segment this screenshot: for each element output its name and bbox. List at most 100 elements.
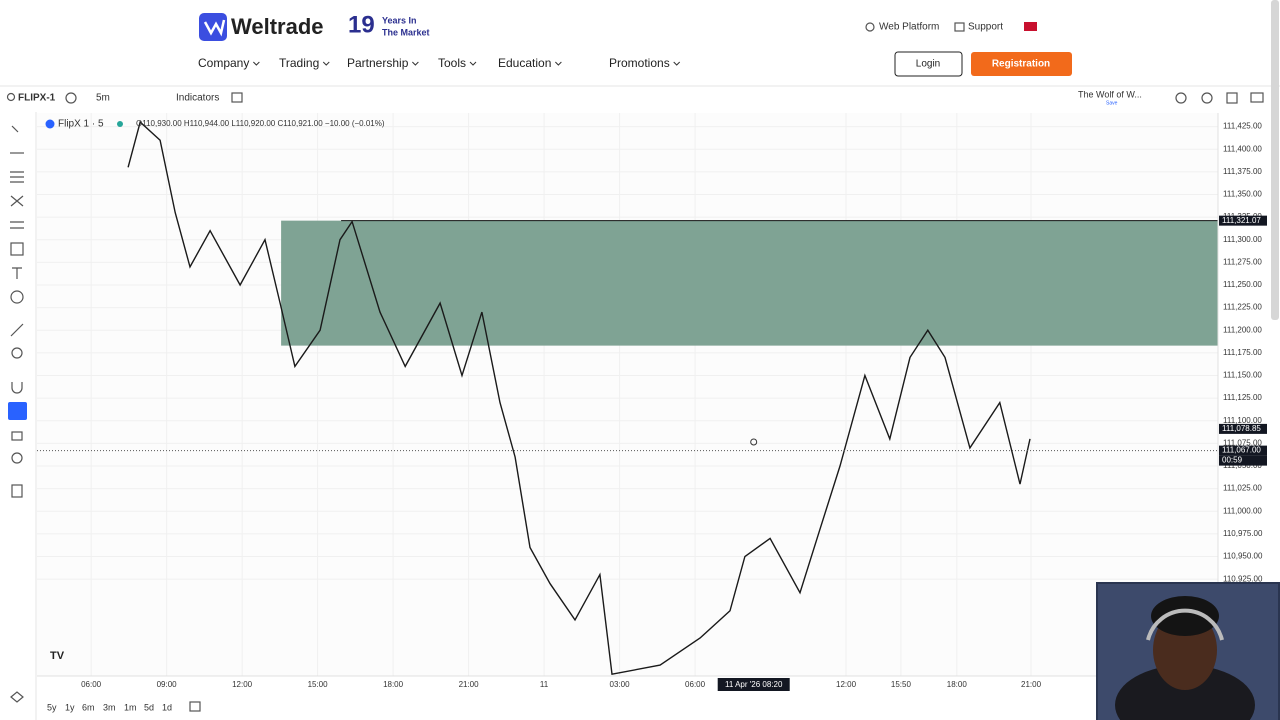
layouts-icon[interactable] xyxy=(231,92,243,103)
forecast-tool[interactable] xyxy=(10,221,24,229)
countdown-label: 00:59 xyxy=(1222,456,1243,465)
chart-pane xyxy=(37,113,1218,676)
headphones xyxy=(1146,608,1224,641)
nav-item[interactable]: Partnership xyxy=(347,56,409,70)
x-tick-label: 18:00 xyxy=(383,680,404,689)
search-icon xyxy=(6,92,16,102)
main-nav: Company Trading Partnership Tools Education P… xyxy=(198,56,681,70)
nav-item[interactable]: Trading xyxy=(279,56,319,70)
object-tree[interactable] xyxy=(10,691,24,703)
settings-icon[interactable] xyxy=(1201,92,1213,104)
range-button[interactable]: 3m xyxy=(103,702,116,712)
y-tick-label: 111,375.00 xyxy=(1223,167,1262,176)
drawing-toolbar xyxy=(8,125,27,703)
y-tick-label: 111,100.00 xyxy=(1223,416,1262,425)
y-tick-label: 111,025.00 xyxy=(1223,484,1262,493)
price-badge xyxy=(1219,423,1267,434)
range-button[interactable]: 5y xyxy=(47,702,57,712)
y-tick-label: 111,225.00 xyxy=(1223,303,1262,312)
stay-drawing-tool[interactable] xyxy=(8,402,27,420)
x-tick-label: 12:00 xyxy=(836,680,857,689)
search-icon[interactable] xyxy=(1175,92,1187,104)
x-tick-label: 18:00 xyxy=(947,680,968,689)
nav-chevron xyxy=(555,61,562,66)
countdown-badge xyxy=(1219,455,1267,466)
fullscreen-icon[interactable] xyxy=(1226,92,1238,104)
lock-tool[interactable] xyxy=(11,431,23,441)
y-tick-label: 111,075.00 xyxy=(1223,438,1262,447)
flag-icon[interactable] xyxy=(1024,22,1037,31)
indicators-button[interactable]: Indicators xyxy=(176,93,219,104)
x-tick-label: 06:00 xyxy=(685,680,706,689)
years-number: 19 xyxy=(348,11,375,38)
scrollbar[interactable] xyxy=(1271,0,1279,320)
nav-chevron xyxy=(673,61,681,66)
plot xyxy=(37,120,1218,676)
crosshair-badge xyxy=(717,678,790,691)
delete-tool[interactable] xyxy=(11,484,23,498)
y-tick-label: 111,425.00 xyxy=(1223,122,1262,131)
compare-icon[interactable] xyxy=(65,92,77,104)
nav-chevron xyxy=(469,61,477,66)
nav-item[interactable]: Promotions xyxy=(609,56,670,70)
emoji-tool[interactable] xyxy=(10,290,24,304)
symbol-button[interactable]: FLIPX-1 xyxy=(18,93,56,104)
y-tick-label: 111,000.00 xyxy=(1223,506,1262,515)
crosshair-cursor xyxy=(750,438,758,446)
range-button[interactable]: 1y xyxy=(65,702,75,712)
zoom-tool[interactable] xyxy=(11,347,23,359)
y-tick-label: 111,250.00 xyxy=(1223,280,1262,289)
range-bar: 5y 1y 6m 3m 1m 5d 1d xyxy=(47,702,172,712)
pattern-tool[interactable] xyxy=(10,195,24,207)
nav-chevron xyxy=(253,61,260,66)
shape-tool[interactable] xyxy=(10,242,24,256)
login-label: Login xyxy=(916,59,940,70)
layout-name[interactable]: The Wolf of W... xyxy=(1078,89,1142,99)
y-tick-label: 111,125.00 xyxy=(1223,393,1262,402)
register-button[interactable] xyxy=(971,52,1072,76)
cursor-tool[interactable] xyxy=(11,125,19,133)
magnet-tool[interactable] xyxy=(11,382,23,394)
text-tool[interactable] xyxy=(12,267,22,279)
person-hair xyxy=(1151,596,1219,636)
y-tick-label: 111,400.00 xyxy=(1223,144,1262,153)
fib-tool[interactable] xyxy=(10,171,24,183)
range-button[interactable]: 5d xyxy=(144,702,154,712)
nav-item[interactable]: Tools xyxy=(438,56,466,70)
y-tick-label: 111,350.00 xyxy=(1223,190,1262,199)
range-button[interactable]: 1d xyxy=(162,702,172,712)
y-tick-label: 110,925.00 xyxy=(1223,574,1263,583)
logo-text[interactable]: Weltrade xyxy=(231,14,324,39)
support-link[interactable]: Support xyxy=(968,22,1003,33)
save-label[interactable]: Save xyxy=(1106,100,1118,106)
symbol-dot xyxy=(45,119,55,129)
x-tick-label: 03:00 xyxy=(610,680,631,689)
register-label: Registration xyxy=(992,59,1050,70)
snapshot-icon[interactable] xyxy=(1250,92,1264,103)
ruler-tool[interactable] xyxy=(10,323,24,337)
supply-zone xyxy=(281,220,1218,346)
nav-item[interactable]: Education xyxy=(498,56,551,70)
x-tick-label: 21:00 xyxy=(1021,680,1042,689)
interval-button[interactable]: 5m xyxy=(96,93,110,104)
y-tick-label: 110,950.00 xyxy=(1223,552,1263,561)
x-tick-label: 06:00 xyxy=(81,680,102,689)
date-range-icon[interactable] xyxy=(189,701,201,712)
tv-logo: TV xyxy=(50,650,65,662)
market-status xyxy=(117,121,123,127)
price-badge-label: 111,321.07 xyxy=(1222,216,1261,225)
crosshair-label: 11 Apr '26 08:20 xyxy=(725,680,783,689)
years-text: The Market xyxy=(382,27,430,37)
price-badge-label: 111,067.00 xyxy=(1222,446,1261,455)
range-button[interactable]: 6m xyxy=(82,702,95,712)
y-tick-label: 111,300.00 xyxy=(1223,235,1262,244)
y-tick-label: 111,175.00 xyxy=(1223,348,1262,357)
ohlc-legend: O110,930.00 H110,944.00 L110,920.00 C110… xyxy=(136,119,385,128)
login-button[interactable] xyxy=(894,51,963,77)
web-platform-link[interactable]: Web Platform xyxy=(879,22,939,33)
axes: 111,425.00 111,400.00 111,375.00 111,350.00… xyxy=(81,122,1267,691)
nav-item[interactable]: Company xyxy=(198,56,249,70)
range-button[interactable]: 1m xyxy=(124,702,137,712)
hide-tool[interactable] xyxy=(11,452,23,464)
